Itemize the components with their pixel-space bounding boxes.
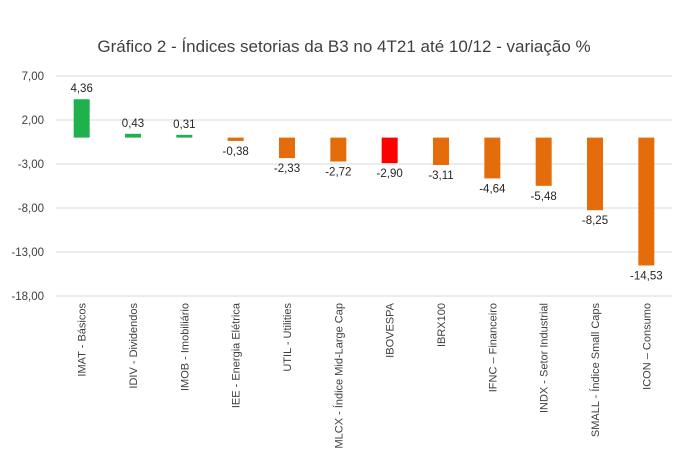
y-tick-label: 7,00	[22, 71, 44, 83]
bar	[125, 133, 141, 138]
bar	[73, 99, 90, 138]
data-label: -8,25	[582, 215, 608, 227]
y-tick-label: -3,00	[18, 159, 44, 171]
y-tick-label: -18,00	[11, 291, 44, 303]
bar	[638, 137, 655, 266]
bar	[433, 137, 449, 165]
bar	[535, 137, 552, 186]
category-label: IFNC – Financeiro	[487, 303, 499, 392]
category-label: IBRX100	[436, 303, 448, 347]
data-label: 4,36	[70, 83, 92, 95]
data-label: -4,64	[479, 183, 506, 195]
data-label: 0,31	[173, 119, 195, 131]
category-label: INDX - Setor Industrial	[539, 303, 551, 413]
category-label: IDIV - Dividendos	[128, 303, 140, 389]
bars	[73, 99, 655, 266]
category-labels: IMAT - Básicos IDIV - Dividendos IMOB - Im…	[77, 302, 654, 448]
data-label: -0,38	[223, 146, 249, 158]
bar	[330, 137, 347, 162]
category-label: IEE - Energia Elétrica	[231, 302, 243, 408]
y-tick-label: 2,00	[22, 115, 44, 127]
category-label: UTIL - Utilities	[282, 303, 294, 372]
category-label: IMOB - Imobiliário	[179, 303, 191, 391]
category-label: IBOVESPA	[385, 302, 397, 357]
bar	[176, 134, 193, 138]
category-label: MLCX - Índice Mid-Large Cap	[332, 303, 345, 449]
y-tick-label: -8,00	[18, 203, 44, 215]
bar	[484, 137, 501, 179]
bar	[587, 137, 603, 211]
chart-title: Gráfico 2 - Índices setorias da B3 no 4T…	[97, 37, 590, 56]
data-label: -5,48	[531, 191, 557, 203]
data-label: -14,53	[630, 270, 663, 282]
data-label: -2,90	[377, 168, 403, 180]
data-label: 0,43	[122, 118, 144, 130]
data-label: -2,33	[274, 163, 300, 175]
bar	[227, 137, 244, 141]
y-axis-tick-labels: 7,00 2,00 -3,00 -8,00 -13,00 -18,00	[11, 71, 44, 303]
y-tick-label: -13,00	[11, 247, 44, 259]
category-label: SMALL - Índice Small Caps	[589, 303, 602, 438]
data-labels: 4,36 0,43 0,31 -0,38 -2,33 -2,72 -2,90 -3,11 -4,…	[70, 83, 662, 282]
category-label: ICON – Consumo	[641, 303, 653, 390]
gridlines	[56, 75, 672, 297]
category-label: IMAT - Básicos	[77, 303, 89, 377]
bar	[279, 137, 295, 159]
bar	[381, 137, 398, 164]
data-label: -3,11	[428, 170, 453, 182]
data-label: -2,72	[325, 167, 351, 179]
